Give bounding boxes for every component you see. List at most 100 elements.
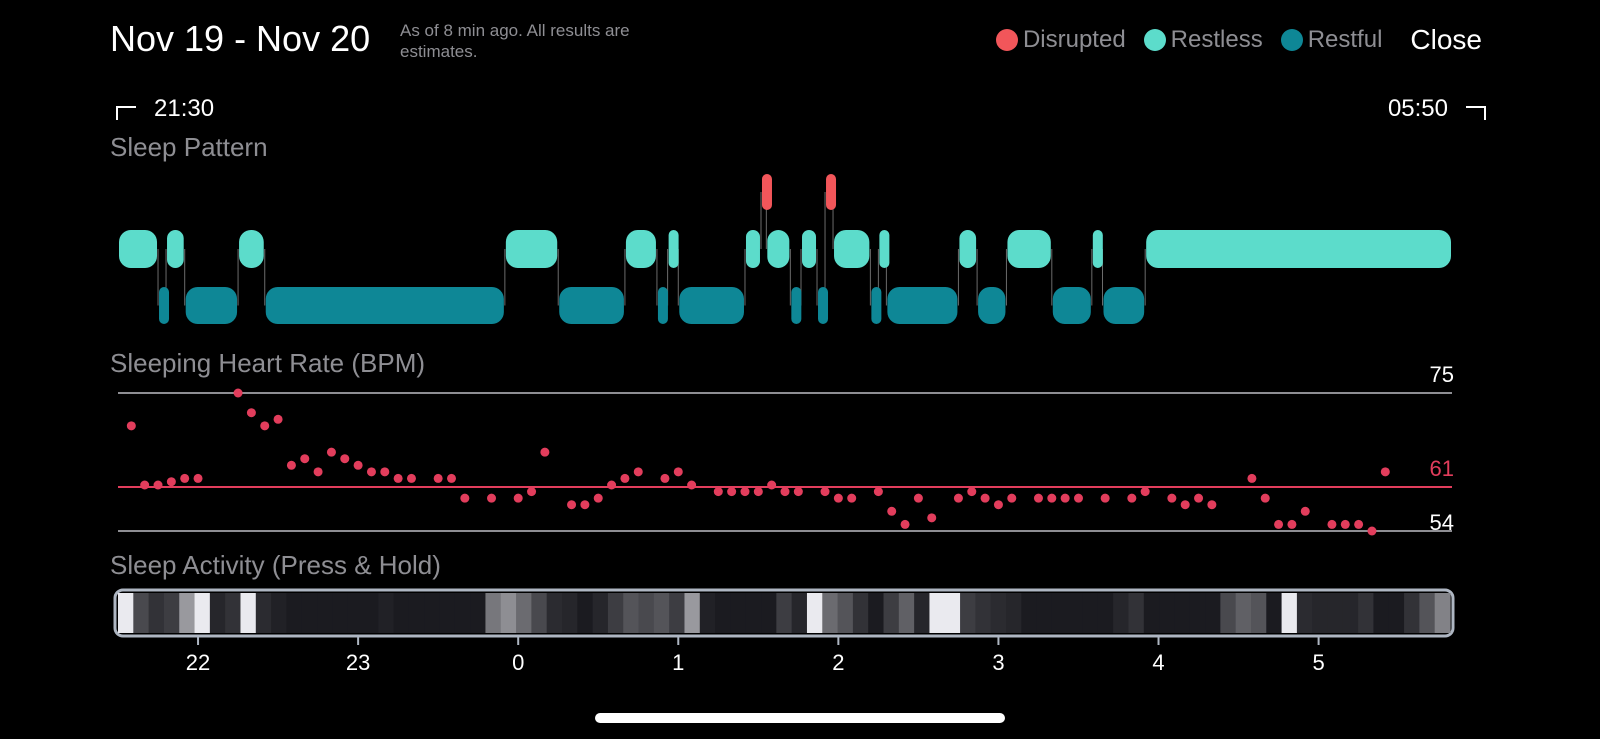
activity-cell <box>546 593 563 633</box>
restful-segment <box>791 287 802 324</box>
restless-segment <box>1146 230 1451 268</box>
restless-segment <box>167 230 184 268</box>
activity-cell <box>531 593 548 633</box>
restless-segment <box>119 230 158 268</box>
heart-rate-point <box>286 460 296 470</box>
activity-cell <box>1067 593 1084 633</box>
activity-cell <box>1281 593 1298 633</box>
activity-cell <box>745 593 762 633</box>
activity-cell <box>225 593 242 633</box>
heart-rate-point <box>1033 493 1043 503</box>
activity-cell <box>960 593 976 633</box>
activity-cell <box>1296 593 1313 633</box>
axis-tick-label: 2 <box>832 650 844 675</box>
heart-rate-point <box>767 480 777 490</box>
heart-rate-point <box>193 473 203 483</box>
heart-rate-point <box>527 487 537 497</box>
activity-cell <box>240 593 257 633</box>
restful-segment <box>265 287 504 324</box>
heart-rate-point <box>593 493 603 503</box>
activity-cell <box>286 593 303 633</box>
activity-cell <box>393 593 410 633</box>
restless-segment <box>767 230 790 268</box>
activity-cell <box>1189 593 1206 633</box>
activity-cell <box>791 593 808 633</box>
axis-tick-label: 1 <box>672 650 684 675</box>
heart-rate-point <box>380 467 390 477</box>
restful-swatch-icon <box>1280 29 1303 51</box>
activity-cell <box>255 593 272 633</box>
activity-cell <box>761 593 777 633</box>
activity-cell <box>516 593 532 633</box>
heart-rate-point <box>673 467 683 477</box>
heart-rate-point <box>953 493 963 503</box>
activity-cell <box>271 593 288 633</box>
activity-cell <box>1082 593 1099 633</box>
activity-cell <box>1250 593 1267 633</box>
restless-segment <box>668 230 679 268</box>
heart-rate-point <box>1180 500 1190 510</box>
heart-rate-point <box>1047 493 1057 503</box>
activity-cell <box>1113 593 1130 633</box>
heart-rate-point <box>580 500 590 510</box>
restful-segment <box>1103 287 1145 324</box>
close-button[interactable]: Close <box>1410 24 1482 55</box>
activity-cell <box>1051 593 1068 633</box>
activity-cell <box>1235 593 1252 633</box>
axis-tick-label: 3 <box>992 650 1004 675</box>
restful-segment <box>978 287 1006 324</box>
activity-cell <box>669 593 686 633</box>
activity-cell <box>806 593 823 633</box>
activity-cell <box>1342 593 1359 633</box>
restless-segment <box>505 230 558 268</box>
heart-rate-point <box>993 500 1003 510</box>
activity-cell <box>1220 593 1237 633</box>
restless-segment <box>745 230 760 268</box>
sleep-pattern-title: Sleep Pattern <box>110 132 268 162</box>
legend-label: Restless <box>1170 26 1263 53</box>
activity-cell <box>500 593 517 633</box>
heart-rate-point <box>406 473 416 483</box>
legend-label: Restful <box>1307 26 1383 53</box>
restful-segment <box>887 287 958 324</box>
heart-rate-point <box>260 421 270 431</box>
activity-cell <box>1174 593 1191 633</box>
activity-cell <box>163 593 180 633</box>
activity-cell <box>408 593 425 633</box>
heart-rate-point <box>980 493 990 503</box>
axis-tick-label: 0 <box>512 650 524 675</box>
legend-restless: Restless <box>1143 26 1263 54</box>
activity-cell <box>424 593 441 633</box>
heart-rate-point <box>460 493 470 503</box>
activity-cell <box>378 593 395 633</box>
activity-cell <box>148 593 165 633</box>
activity-cell <box>118 593 134 633</box>
restless-segment <box>959 230 977 268</box>
heart-rate-point <box>913 493 923 503</box>
heart-rate-point <box>740 487 750 497</box>
restless-segment <box>1092 230 1103 268</box>
heart-rate-point <box>1367 526 1377 536</box>
heart-rate-point <box>887 506 897 516</box>
activity-cell <box>1404 593 1420 633</box>
axis-tick-label: 4 <box>1152 650 1164 675</box>
restless-segment <box>802 230 817 268</box>
activity-cell <box>470 593 487 633</box>
results-note: As of 8 min ago. All results are estimat… <box>400 21 630 61</box>
heart-rate-point <box>1340 519 1350 529</box>
home-indicator[interactable] <box>595 713 1005 723</box>
heart-rate-point <box>273 414 283 424</box>
disrupted-swatch-icon <box>995 29 1018 51</box>
range-end-time: 05:50 <box>1387 95 1448 122</box>
sleep-activity-strip[interactable] <box>113 588 1455 638</box>
restful-segment <box>657 287 668 324</box>
heart-rate-point <box>820 487 830 497</box>
sleep-pattern-chart <box>119 174 1451 324</box>
activity-cell <box>1143 593 1160 633</box>
page-title: Nov 19 - Nov 20 <box>110 18 371 59</box>
axis-tick-label: 23 <box>346 650 370 675</box>
heart-rate-point <box>433 473 443 483</box>
range-start-bracket-icon <box>116 106 136 120</box>
heart-rate-point <box>620 473 630 483</box>
